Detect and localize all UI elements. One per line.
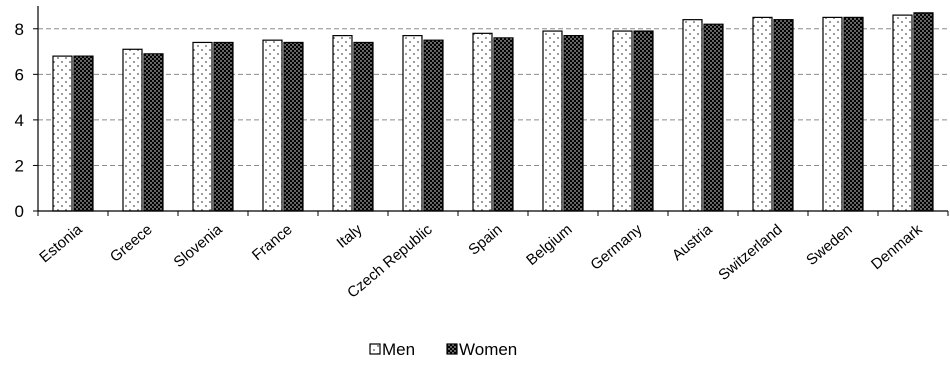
bar-men-greece (122, 48, 143, 212)
y-tick-label: 0 (15, 202, 24, 221)
bar-women-greece (143, 53, 164, 212)
bar-men-austria (682, 19, 703, 212)
legend-swatch-women (446, 343, 458, 355)
legend: Men Women (369, 340, 517, 359)
category-label: Slovenia (171, 221, 227, 271)
y-tick-label: 2 (15, 156, 24, 175)
y-tick-label: 8 (15, 20, 24, 39)
category-label: Denmark (868, 221, 926, 273)
y-tick-label: 4 (15, 111, 24, 130)
category-label: Belgium (523, 221, 575, 269)
bar-men-belgium (542, 30, 563, 212)
bar-men-czech-republic (402, 35, 423, 212)
gridlines (38, 28, 948, 166)
bar-women-sweden (843, 16, 864, 212)
bar-men-estonia (52, 55, 73, 212)
bar-men-italy (332, 35, 353, 212)
bar-men-france (262, 39, 283, 212)
axes (33, 6, 949, 216)
bar-men-sweden (822, 16, 843, 212)
bar-women-austria (703, 23, 724, 212)
category-label: Austria (669, 221, 716, 264)
legend-label-women: Women (459, 340, 517, 359)
bar-women-czech-republic (423, 39, 444, 212)
bar-men-slovenia (192, 41, 213, 212)
y-tick-label: 6 (15, 65, 24, 84)
category-label: Estonia (36, 221, 86, 267)
bar-men-germany (612, 30, 633, 212)
bar-men-switzerland (752, 16, 773, 212)
bar-women-denmark (913, 12, 934, 212)
bar-women-italy (353, 41, 374, 212)
category-label: Switzerland (715, 221, 785, 284)
legend-swatch-men (369, 343, 381, 355)
category-label: Germany (587, 221, 646, 274)
category-label: Sweden (803, 221, 855, 269)
category-label: Spain (465, 221, 505, 259)
bar-women-belgium (563, 35, 584, 212)
category-label: Greece (107, 221, 156, 266)
legend-label-men: Men (382, 340, 415, 359)
category-label: Italy (334, 221, 366, 252)
bar-men-spain (472, 32, 493, 212)
bar-women-germany (633, 30, 654, 212)
category-label: France (249, 221, 296, 264)
bar-women-slovenia (213, 41, 234, 212)
bar-men-denmark (892, 14, 913, 212)
bar-women-spain (493, 37, 514, 212)
bars (52, 12, 934, 212)
bar-women-switzerland (773, 19, 794, 212)
bar-women-estonia (73, 55, 94, 212)
bar-women-france (283, 41, 304, 212)
